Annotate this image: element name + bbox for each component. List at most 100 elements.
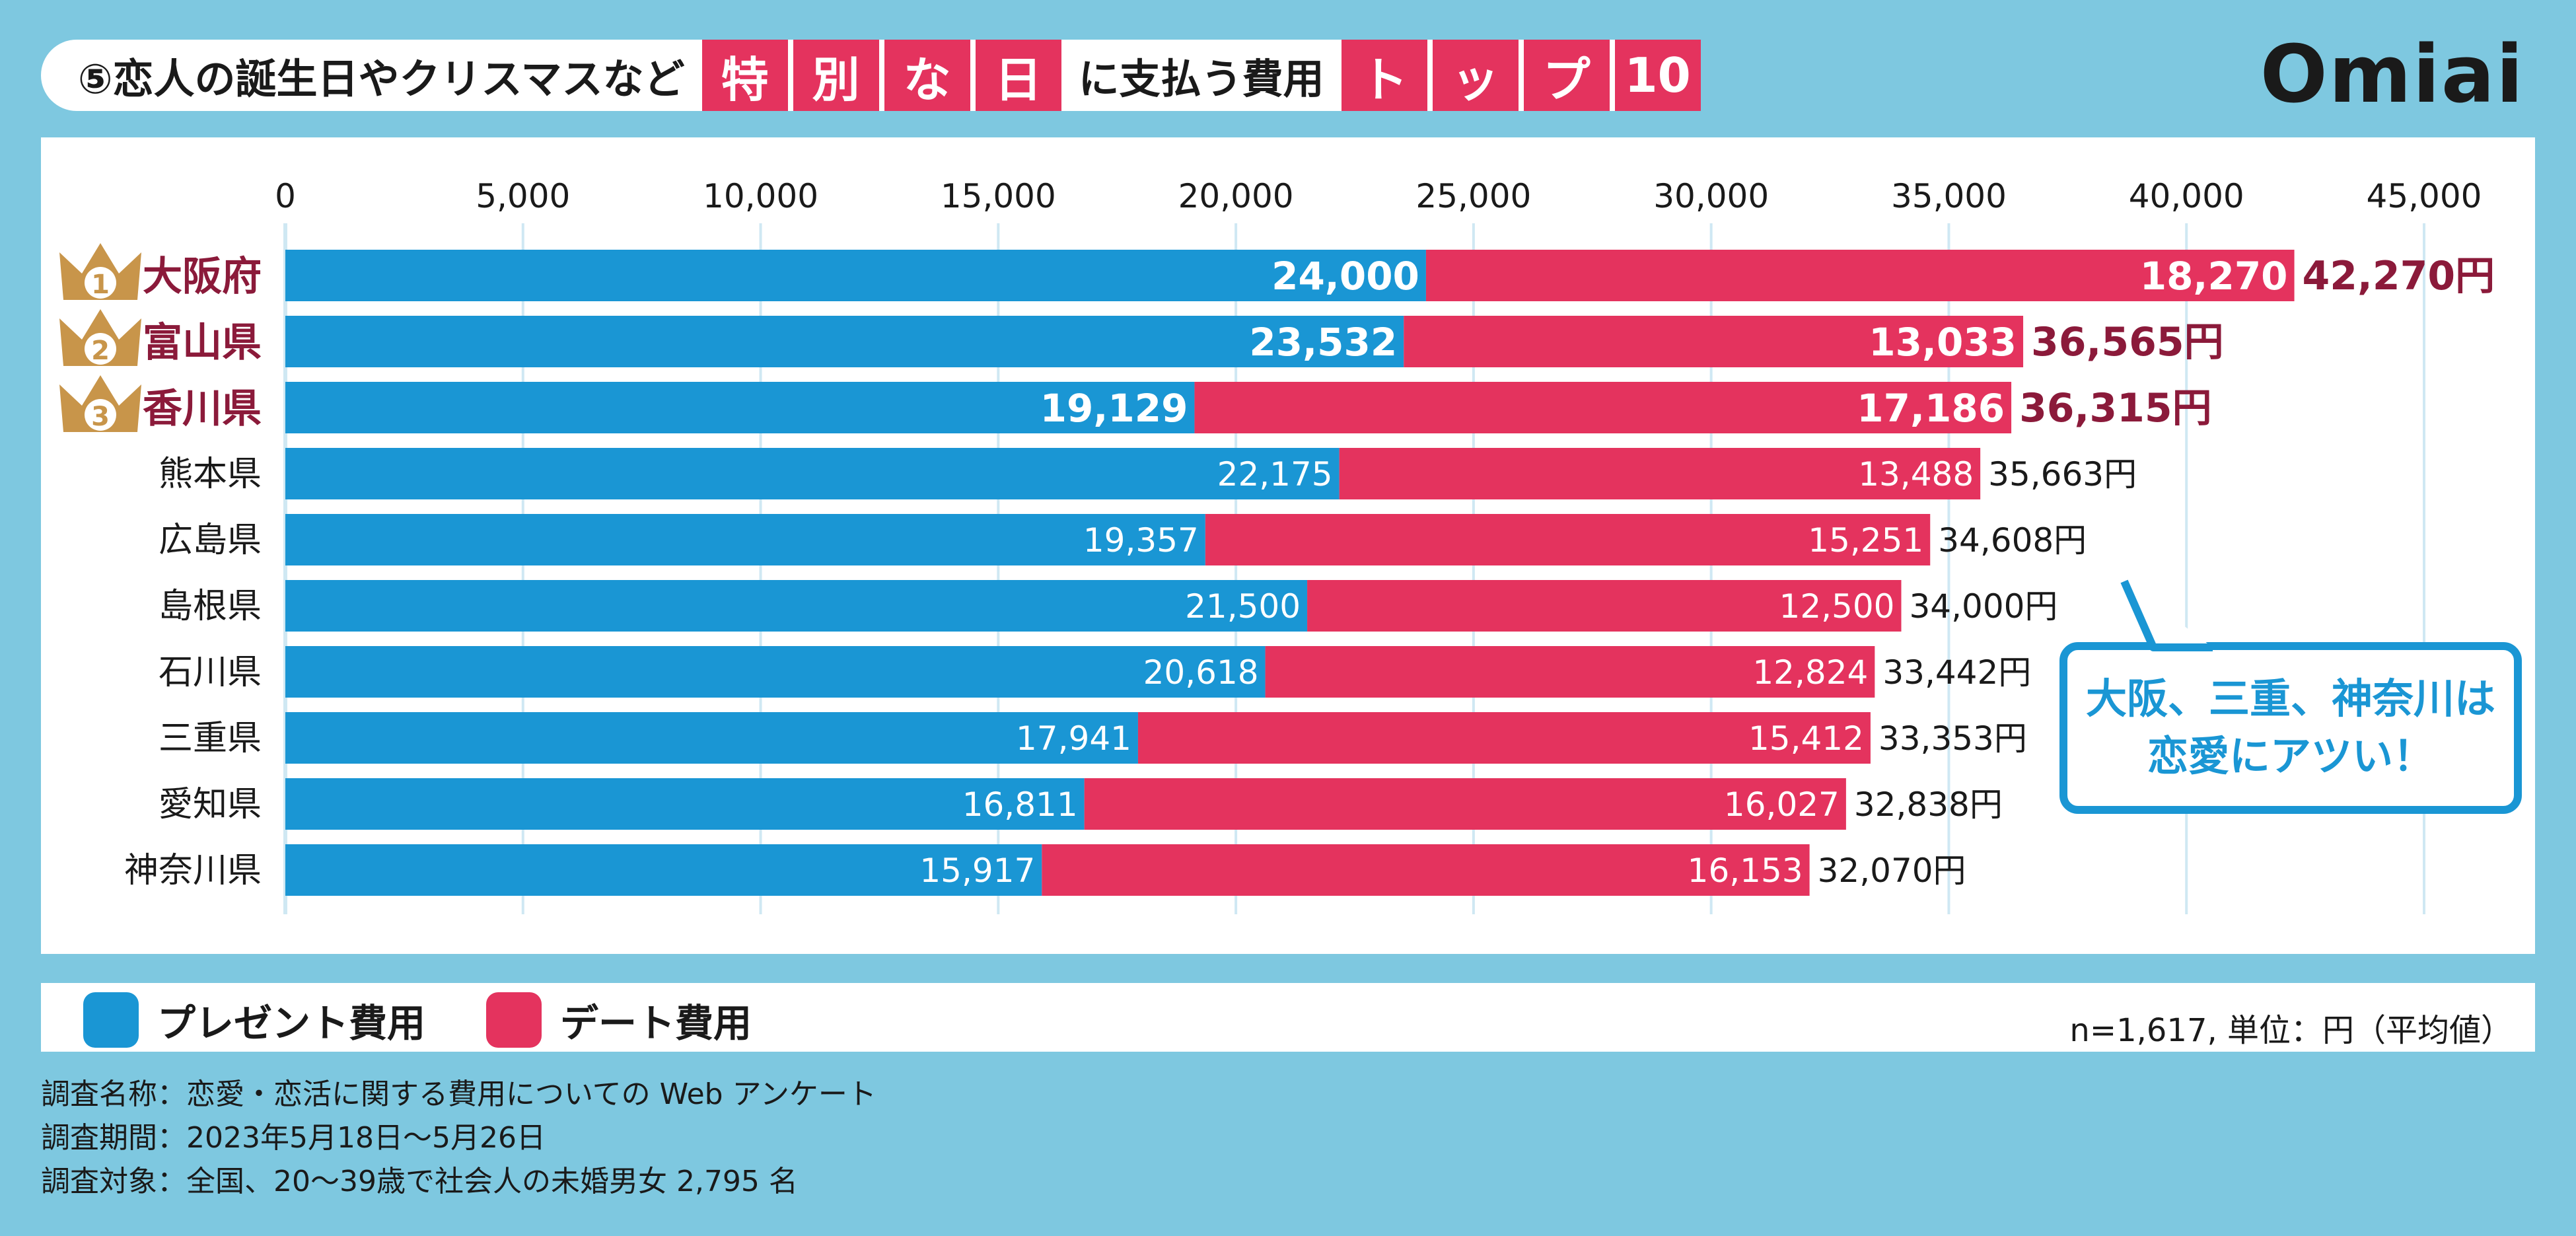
bar-present: [285, 778, 1085, 830]
present-value-label: 22,175: [1217, 455, 1333, 493]
survey-info: 調査名称：恋愛・恋活に関する費用についての Web アンケート 調査期間：202…: [41, 1073, 877, 1204]
present-value-label: 23,532: [1249, 320, 1397, 365]
bar-present: [285, 382, 1195, 433]
rank-number: 3: [91, 402, 110, 432]
highlight-char: ト: [1341, 40, 1427, 111]
x-tick-label: 35,000: [1891, 177, 2007, 215]
category-label: 神奈川県: [124, 851, 262, 891]
survey-period: 調査期間：2023年5月18日〜5月26日: [41, 1121, 546, 1155]
highlight-char: 別: [793, 40, 879, 111]
category-label: 熊本県: [159, 454, 262, 494]
present-value-label: 19,357: [1083, 521, 1199, 560]
rank-badge: [85, 267, 116, 299]
total-value-label: 34,608円: [1938, 521, 2087, 560]
total-value-label: 34,000円: [1909, 587, 2057, 626]
legend-label-present: プレゼント費用: [157, 1001, 426, 1046]
x-tick-label: 45,000: [2367, 177, 2482, 215]
date-value-label: 13,488: [1858, 455, 1974, 493]
category-label: 愛知県: [159, 785, 262, 824]
total-value-label: 33,442円: [1882, 653, 2031, 692]
page-title: ⑤恋人の誕生日やクリスマスなど 特 別 な 日 に支払う費用 ト ッ プ 10: [78, 40, 1718, 111]
total-value-label: 35,663円: [1988, 455, 2137, 493]
sample-note: n=1,617, 単位：円（平均値）: [2069, 1012, 2513, 1049]
legend-swatch-date: [486, 992, 542, 1048]
highlight-char: プ: [1523, 40, 1610, 111]
present-value-label: 24,000: [1271, 254, 1419, 299]
category-label: 三重県: [159, 719, 262, 758]
date-value-label: 12,500: [1779, 587, 1895, 626]
highlight-char: 日: [975, 40, 1061, 111]
present-value-label: 16,811: [962, 785, 1078, 824]
bar-present: [285, 448, 1340, 499]
bar-present: [285, 844, 1042, 896]
category-label: 富山県: [143, 320, 262, 366]
bar-present: [285, 250, 1426, 301]
omiai-logo: Omiai: [2260, 29, 2524, 121]
date-value-label: 17,186: [1857, 386, 2005, 431]
x-tick-label: 0: [275, 177, 296, 215]
date-value-label: 16,153: [1688, 852, 1803, 890]
total-value-label: 36,565円: [2031, 319, 2224, 365]
rank-number: 2: [91, 336, 110, 366]
total-value-label: 32,838円: [1854, 785, 2003, 824]
legend-bar: [41, 983, 2535, 1052]
stacked-bar-chart: 0 5,000 10,000 15,000 20,000 25,000 30,000 35,0…: [59, 177, 2495, 914]
x-tick-label: 40,000: [2129, 177, 2244, 215]
highlight-char: ッ: [1432, 40, 1519, 111]
bar-date: [1205, 514, 1931, 565]
present-value-label: 19,129: [1040, 386, 1188, 431]
title-highlight-2: ト ッ プ 10: [1341, 40, 1701, 111]
total-value-label: 36,315円: [2019, 385, 2212, 431]
date-value-label: 15,251: [1808, 521, 1923, 560]
date-value-label: 18,270: [2140, 254, 2288, 299]
category-label: 広島県: [159, 521, 262, 560]
bar-present: [285, 646, 1266, 698]
category-label: 石川県: [159, 653, 262, 692]
bar-date: [1194, 382, 2012, 433]
callout-tail: [2120, 579, 2213, 651]
callout-line-2: 恋愛にアツい！: [2147, 732, 2434, 780]
x-tick-label: 15,000: [941, 177, 1056, 215]
date-value-label: 12,824: [1752, 653, 1868, 692]
title-highlight-1: 特 別 な 日: [701, 40, 1061, 111]
highlight-char: な: [884, 40, 970, 111]
bar-date: [1137, 712, 1871, 764]
bar-present: [285, 514, 1205, 565]
category-label: 大阪府: [143, 254, 262, 300]
highlight-char: 特: [701, 40, 788, 111]
rank-badge: [85, 333, 116, 365]
x-tick-label: 20,000: [1178, 177, 1294, 215]
x-tick-label: 10,000: [703, 177, 818, 215]
x-tick-label: 25,000: [1415, 177, 1531, 215]
bar-present: [285, 580, 1308, 632]
category-label: 香川県: [143, 386, 262, 432]
total-value-label: 33,353円: [1878, 719, 2027, 758]
total-value-label: 42,270円: [2303, 253, 2495, 299]
total-value-label: 32,070円: [1818, 852, 1966, 890]
legend-swatch-present: [83, 992, 139, 1048]
callout-bubble: 大阪、三重、神奈川は 恋愛にアツい！: [2059, 642, 2522, 814]
survey-name: 調査名称：恋愛・恋活に関する費用についての Web アンケート: [41, 1077, 877, 1111]
legend-label-date: デート費用: [560, 1001, 752, 1046]
callout-line-1: 大阪、三重、神奈川は: [2085, 674, 2495, 723]
legend-present: プレゼント費用: [83, 992, 425, 1048]
rank-badge: [85, 399, 116, 431]
bar-date: [1084, 778, 1846, 830]
bar-date: [1404, 316, 2024, 367]
title-mid: に支払う費用: [1078, 55, 1324, 103]
x-tick-label: 5,000: [476, 177, 570, 215]
rank-number: 1: [91, 270, 110, 300]
present-value-label: 21,500: [1185, 587, 1301, 626]
bar-date: [1425, 250, 2295, 301]
legend-date: デート費用: [486, 992, 752, 1048]
highlight-char: 10: [1614, 40, 1701, 111]
title-prefix: ⑤恋人の誕生日やクリスマスなど: [78, 55, 685, 103]
x-tick-label: 30,000: [1653, 177, 1769, 215]
survey-target: 調査対象：全国、20〜39歳で社会人の未婚男女 2,795 名: [41, 1165, 798, 1198]
date-value-label: 13,033: [1869, 320, 2017, 365]
bar-date: [1307, 580, 1902, 632]
bar-present: [285, 712, 1138, 764]
bar-present: [285, 316, 1404, 367]
chart-panel: 0 5,000 10,000 15,000 20,000 25,000 30,000 35,0…: [41, 137, 2535, 954]
present-value-label: 20,618: [1143, 653, 1259, 692]
